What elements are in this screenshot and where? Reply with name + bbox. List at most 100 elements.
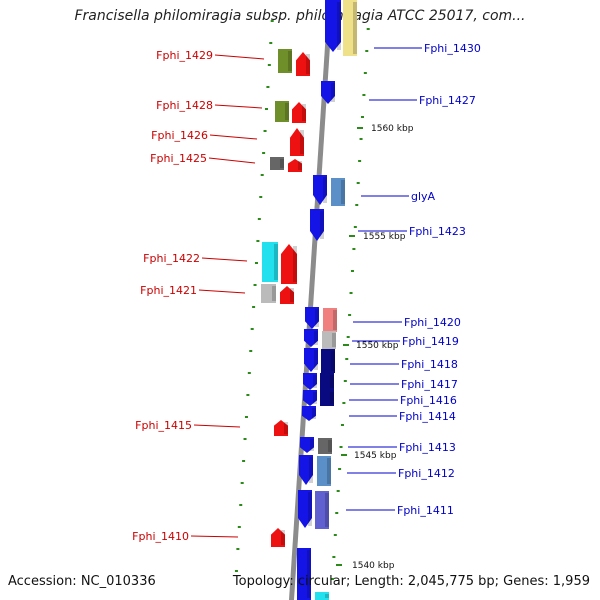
kbp-tick (343, 344, 349, 346)
gene-label-fphi-1426: Fphi_1426 (151, 129, 258, 142)
gene-fphi-1428b (296, 52, 310, 76)
tick-right (332, 556, 336, 558)
gene-fphi-1413-blue (300, 437, 314, 453)
gene-box (322, 331, 336, 349)
gene-box (343, 0, 357, 56)
gene-fphi-1430-blue (325, 0, 341, 52)
gene-label-fphi-1419: Fphi_1419 (352, 335, 459, 348)
gene-fphi-1423 (310, 209, 324, 241)
gene-arrow (304, 348, 318, 372)
tick-right (356, 182, 360, 184)
tick-right (333, 534, 337, 536)
gene-label-fphi-1418: Fphi_1418 (350, 358, 458, 371)
gene-box (331, 178, 345, 206)
gene-label-fphi-1422: Fphi_1422 (143, 252, 248, 265)
label-text: Fphi_1423 (409, 225, 466, 238)
gene-shade (330, 392, 334, 404)
tick-left (236, 548, 240, 550)
gene-fphi-1425 (288, 159, 302, 172)
gene-shade (310, 439, 314, 451)
kbp-markers: 1560 kbp 1555 kbp 1550 kbp 1545 kbp 1540 kbp (336, 124, 414, 571)
label-text: Fphi_1414 (399, 410, 456, 423)
tick-left (266, 86, 270, 88)
gene-box (315, 491, 329, 529)
tick-left (252, 306, 256, 308)
gene-fphi-1415 (274, 420, 288, 436)
kbp-marker: 1555 kbp (349, 232, 406, 242)
gene-arrow (305, 307, 319, 329)
tick-left (249, 350, 253, 352)
tick-right (360, 116, 364, 118)
genome-summary-text: Topology: circular; Length: 2,045,775 bp… (232, 574, 590, 589)
tick-left (264, 108, 268, 110)
gene-shade (332, 333, 336, 347)
gene-shade (333, 310, 337, 330)
genome-backbone (289, 0, 333, 600)
gene-arrow (290, 128, 304, 156)
gene-features (261, 0, 357, 600)
label-text: Fphi_1429 (156, 49, 213, 62)
tick-right (366, 28, 370, 30)
gene-shade (315, 309, 319, 327)
tick-left (262, 152, 266, 154)
gene-arrow (304, 329, 318, 347)
gene-fphi-1422 (262, 242, 278, 282)
kbp-label: 1560 kbp (371, 124, 414, 134)
tick-left (239, 504, 243, 506)
label-text: Fphi_1426 (151, 129, 208, 142)
gene-fphi-1419 (322, 331, 336, 349)
tick-left (254, 262, 258, 264)
gene-shade (290, 288, 294, 302)
gene-glya (331, 178, 345, 206)
tick-right (335, 512, 339, 514)
kbp-label: 1555 kbp (363, 232, 406, 242)
label-text: Fphi_1411 (397, 504, 454, 517)
tick-right (343, 380, 347, 382)
gene-arrow (280, 286, 294, 304)
gene-fphi-1414 (302, 406, 316, 421)
gene-label-glya: glyA (361, 190, 436, 203)
tick-left (247, 372, 251, 374)
label-text: glyA (411, 190, 436, 203)
gene-shade (314, 331, 318, 345)
gene-fphi-1420-blue (305, 307, 319, 329)
gene-fphi-1417 (320, 373, 334, 390)
tick-left (263, 130, 267, 132)
leader-line (201, 257, 248, 262)
gene-fphi-1418-blue (304, 348, 318, 372)
gene-box (315, 592, 329, 600)
label-text: Fphi_1421 (140, 284, 197, 297)
gene-box (323, 308, 337, 332)
gene-shade (307, 550, 311, 598)
gene-fphi-1422-red (281, 244, 297, 284)
gene-fphi-1419-blue (304, 329, 318, 347)
kbp-tick (357, 127, 363, 129)
tick-right (358, 160, 362, 162)
gene-shade (330, 375, 334, 388)
label-text: Fphi_1427 (419, 94, 476, 107)
label-text: Fphi_1413 (399, 441, 456, 454)
gene-label-fphi-1428: Fphi_1428 (156, 99, 263, 112)
gene-shade (306, 54, 310, 74)
gene-shade (309, 457, 313, 483)
gene-fphi-1418 (321, 349, 335, 373)
tick-left (256, 240, 260, 242)
tick-left (242, 460, 246, 462)
gene-label-fphi-1410: Fphi_1410 (132, 530, 239, 543)
gene-label-fphi-1427: Fphi_1427 (369, 94, 476, 107)
gene-fphi-1413 (318, 438, 332, 454)
gene-fphi-1411 (315, 491, 329, 529)
gene-bottom-blue (297, 548, 311, 600)
gene-box (318, 438, 332, 454)
leader-line (198, 289, 246, 294)
gene-arrow (302, 406, 316, 421)
tick-right (362, 94, 366, 96)
tick-left (270, 20, 274, 22)
gene-shade (313, 392, 317, 404)
gene-labels: Fphi_1429 Fphi_1428 Fphi_1426 Fphi_1425 Fphi… (132, 42, 481, 543)
gene-fphi-1427 (321, 81, 335, 104)
tick-left (234, 570, 238, 572)
gene-box (317, 456, 331, 486)
gene-fphi-1416-blue (303, 390, 317, 406)
